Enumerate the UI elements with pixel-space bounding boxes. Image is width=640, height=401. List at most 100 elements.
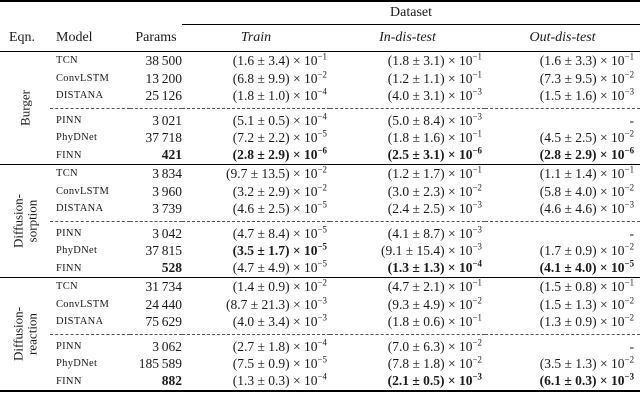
- value-cell: (7.2 ± 2.2) × 10−5: [232, 128, 327, 145]
- value-cell: (6.1 ± 0.3) × 10−3: [539, 371, 635, 388]
- value-cell: (1.3 ± 0.3) × 10−4: [232, 371, 327, 388]
- value-cell: (2.5 ± 3.1) × 10−6: [387, 145, 482, 163]
- params-cell: 3 834: [152, 165, 182, 181]
- exponent: −3: [472, 224, 482, 234]
- model-cell: ConvLSTM: [56, 186, 110, 197]
- table-row: PhyDNet 37 718 (7.2 ± 2.2) × 10−5 (1.8 ± 1.…: [0, 129, 640, 147]
- value-cell: (5.0 ± 8.4) × 10−3: [330, 107, 485, 129]
- eqn-group-label-line: Diffusion-: [10, 306, 26, 361]
- model-cell: PINN: [50, 333, 130, 355]
- exponent: −1: [472, 164, 482, 175]
- value-cell: -: [485, 107, 640, 129]
- exponent: −3: [317, 312, 327, 322]
- params-cell: 3 062: [130, 333, 182, 355]
- exponent: −2: [624, 295, 635, 305]
- table-row: Diffusion-reaction TCN 31 734 (1.4 ± 0.9) ×…: [0, 277, 640, 361]
- exponent: −2: [472, 354, 482, 364]
- params-cell: 38 500: [145, 52, 182, 68]
- exponent: −3: [472, 111, 482, 121]
- model-cell: FINN: [56, 262, 82, 274]
- value-cell: (1.6 ± 3.3) × 10−1: [539, 51, 635, 68]
- exponent: −2: [624, 354, 635, 364]
- exponent: −1: [624, 51, 635, 62]
- exponent: −1: [317, 51, 327, 62]
- table-row: ConvLSTM 3 960 (3.2 ± 2.9) × 10−2 (3.0 ± 2.…: [0, 183, 640, 201]
- model-cell: TCN: [56, 281, 78, 293]
- eqn-cell: Burger: [0, 52, 50, 165]
- value-cell: (7.8 ± 1.8) × 10−2: [387, 354, 482, 371]
- column-header-row: Eqn. Model Params Train In-dis-test Out-…: [0, 24, 640, 52]
- eqn-group-label: Diffusion-reaction: [10, 306, 40, 361]
- value-cell: (1.5 ± 1.6) × 10−3: [539, 86, 635, 103]
- value-cell: (4.5 ± 2.5) × 10−2: [539, 128, 635, 145]
- table-row: DISTANA 3 739 (4.6 ± 2.5) × 10−5 (2.4 ± 2.5…: [0, 199, 640, 222]
- model-cell: PINN: [50, 220, 130, 242]
- value-cell: (3.5 ± 1.7) × 10−5: [232, 241, 327, 258]
- eqn-group-burger: Burger TCN 38 500 (1.6 ± 3.4) × 10−1 (1.8 ± …: [0, 52, 640, 165]
- exponent: −6: [624, 145, 635, 156]
- table-row: FINN 528 (4.7 ± 4.9) × 10−5 (1.3 ± 1.3) × 1…: [0, 258, 640, 278]
- value-cell: (9.3 ± 4.9) × 10−2: [387, 295, 482, 312]
- value-cell: (1.8 ± 0.6) × 10−1: [387, 312, 482, 329]
- header-spacer: [0, 1, 182, 25]
- value-cell: (1.5 ± 1.3) × 10−2: [539, 295, 635, 312]
- eqn-group-diffusionreaction: Diffusion-reaction TCN 31 734 (1.4 ± 0.9) ×…: [0, 277, 640, 391]
- value-cell: (2.7 ± 1.8) × 10−4: [182, 333, 330, 355]
- exponent: −3: [472, 86, 482, 96]
- value-cell: (6.8 ± 9.9) × 10−2: [232, 69, 327, 86]
- params-cell: 185 589: [138, 355, 182, 371]
- value-cell: (3.2 ± 2.9) × 10−2: [232, 182, 327, 199]
- model-cell: PhyDNet: [56, 245, 98, 256]
- params-cell: 3 960: [152, 183, 182, 199]
- exponent: −2: [624, 69, 635, 79]
- params-cell: 13 200: [145, 70, 182, 86]
- value-cell: (1.4 ± 0.9) × 10−2: [232, 277, 327, 294]
- params-cell: 37 815: [145, 242, 182, 258]
- params-cell: 24 440: [145, 296, 182, 312]
- value-cell: (1.3 ± 0.9) × 10−2: [539, 312, 635, 329]
- value-cell: (7.3 ± 9.5) × 10−2: [539, 69, 635, 86]
- exponent: −1: [472, 277, 482, 288]
- value-cell: (1.3 ± 1.3) × 10−4: [387, 258, 482, 276]
- params-cell: 882: [161, 373, 182, 388]
- params-cell: 31 734: [145, 278, 182, 294]
- params-cell: 3 021: [130, 107, 182, 129]
- table-row: Diffusion-sorption TCN 3 834 (9.7 ± 13.5) ×…: [0, 164, 640, 248]
- exponent: −2: [317, 182, 327, 192]
- col-header-in-dis-test: In-dis-test: [330, 24, 485, 52]
- model-cell: FINN: [56, 149, 82, 161]
- value-cell: (1.2 ± 1.7) × 10−1: [387, 164, 482, 181]
- value-cell: (4.1 ± 4.0) × 10−5: [539, 258, 635, 276]
- table-header: Dataset Eqn. Model Params Train In-dis-t…: [0, 1, 640, 52]
- params-cell: 528: [161, 260, 182, 276]
- exponent: −2: [624, 241, 635, 251]
- results-table: Dataset Eqn. Model Params Train In-dis-t…: [0, 0, 640, 392]
- exponent: −2: [472, 182, 482, 192]
- exponent: −2: [472, 337, 482, 347]
- exponent: −1: [472, 128, 482, 138]
- value-cell: (4.7 ± 8.4) × 10−5: [182, 220, 330, 242]
- exponent: −4: [317, 337, 327, 347]
- table-row: ConvLSTM 24 440 (8.7 ± 21.3) × 10−3 (9.3 ± …: [0, 296, 640, 314]
- value-cell: (1.7 ± 0.9) × 10−2: [539, 241, 635, 258]
- exponent: −2: [624, 182, 635, 192]
- value-cell: (4.7 ± 4.9) × 10−5: [232, 258, 327, 276]
- table-row: FINN 882 (1.3 ± 0.3) × 10−4 (2.1 ± 0.5) × 1…: [0, 371, 640, 391]
- exponent: −1: [472, 312, 482, 322]
- exponent: −3: [472, 241, 482, 251]
- exponent: −5: [317, 354, 327, 364]
- model-cell: PhyDNet: [56, 358, 98, 369]
- exponent: −3: [624, 199, 635, 209]
- exponent: −3: [472, 371, 482, 382]
- table-row: PINN 3 042 (4.7 ± 8.4) × 10−5 (4.1 ± 8.7) ×…: [0, 220, 640, 242]
- value-cell: (4.0 ± 3.4) × 10−3: [232, 312, 327, 329]
- params-cell: 421: [161, 147, 182, 163]
- value-cell: (5.1 ± 0.5) × 10−4: [182, 107, 330, 129]
- table-row: PINN 3 021 (5.1 ± 0.5) × 10−4 (5.0 ± 8.4) ×…: [0, 107, 640, 129]
- params-cell: 37 718: [145, 129, 182, 145]
- value-cell: (3.0 ± 2.3) × 10−2: [387, 182, 482, 199]
- col-header-model: Model: [50, 24, 130, 52]
- exponent: −5: [317, 199, 327, 209]
- table-row: FINN 421 (2.8 ± 2.9) × 10−6 (2.5 ± 3.1) × 1…: [0, 145, 640, 165]
- model-cell: DISTANA: [56, 316, 104, 327]
